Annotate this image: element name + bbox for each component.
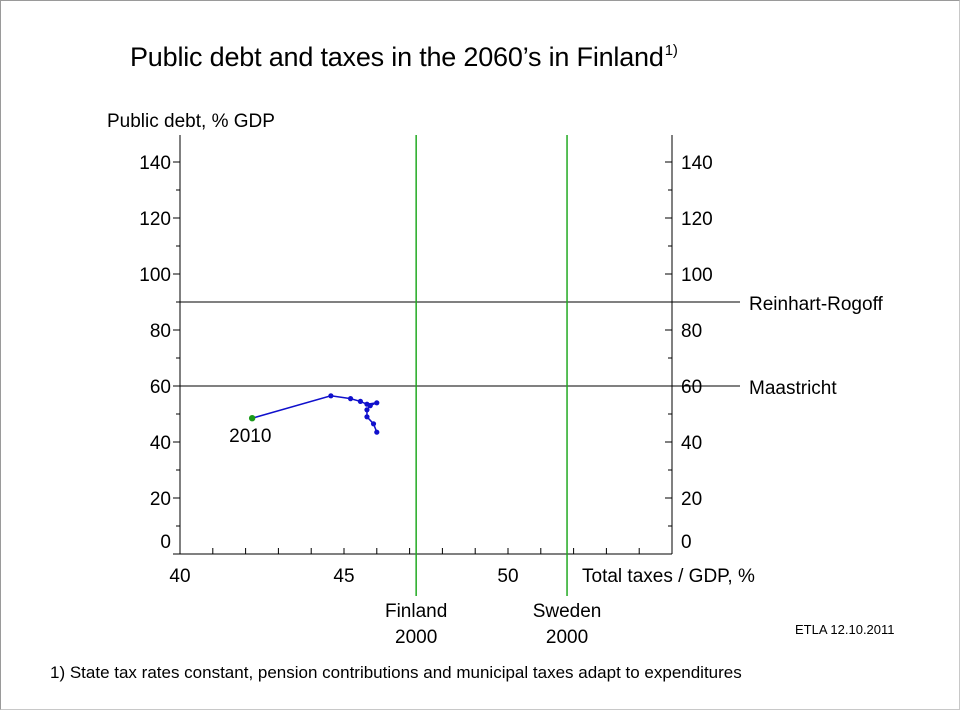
y-tick-label-left: 0 (160, 532, 171, 553)
chart-title: Public debt and taxes in the 2060’s in F… (130, 42, 678, 73)
y-tick-label-left: 20 (150, 489, 171, 510)
y-tick-label-right: 0 (681, 532, 692, 553)
reference-line-label: Maastricht (749, 378, 837, 399)
series-start-label: 2010 (229, 426, 271, 447)
series-point (370, 421, 377, 427)
y-tick-label-right: 120 (681, 209, 713, 230)
x-tick-label: 40 (169, 566, 190, 587)
source-credit: ETLA 12.10.2011 (795, 622, 895, 637)
reference-line-label: Reinhart-Rogoff (749, 294, 884, 315)
series-point (364, 407, 370, 413)
y-tick-label-right: 40 (681, 433, 702, 454)
series-point (328, 393, 334, 399)
title-text: Public debt and taxes in the 2060’s in F… (130, 42, 664, 72)
reference-line-label: 2000 (395, 627, 437, 648)
y-tick-label-right: 80 (681, 321, 702, 342)
y-tick-label-left: 40 (150, 433, 171, 454)
y-tick-label-left: 80 (150, 321, 171, 342)
footnote: 1) State tax rates constant, pension con… (50, 663, 742, 682)
y-tick-label-right: 100 (681, 265, 713, 286)
series-point (374, 400, 380, 406)
series-point (367, 403, 373, 409)
series-start-point (248, 415, 256, 422)
x-axis-label: Total taxes / GDP, % (582, 566, 755, 587)
reference-line-label: 2000 (546, 627, 588, 648)
series-point (374, 429, 380, 435)
y-tick-label-right: 60 (681, 377, 702, 398)
x-tick-label: 45 (333, 566, 354, 587)
y-tick-label-right: 20 (681, 489, 702, 510)
reference-line-label: Finland (385, 601, 447, 622)
x-tick-label: 50 (497, 566, 518, 587)
y-tick-label-left: 120 (139, 209, 171, 230)
series-point (347, 396, 354, 402)
y-axis-label: Public debt, % GDP (107, 111, 275, 132)
series-point (364, 414, 370, 420)
title-footnote-marker: 1) (664, 42, 678, 59)
y-tick-label-left: 60 (150, 377, 171, 398)
y-tick-label-right: 140 (681, 153, 713, 174)
y-tick-label-left: 100 (139, 265, 171, 286)
y-tick-label-left: 140 (139, 153, 171, 174)
series-point (357, 398, 363, 404)
reference-line-label: Sweden (533, 601, 602, 622)
